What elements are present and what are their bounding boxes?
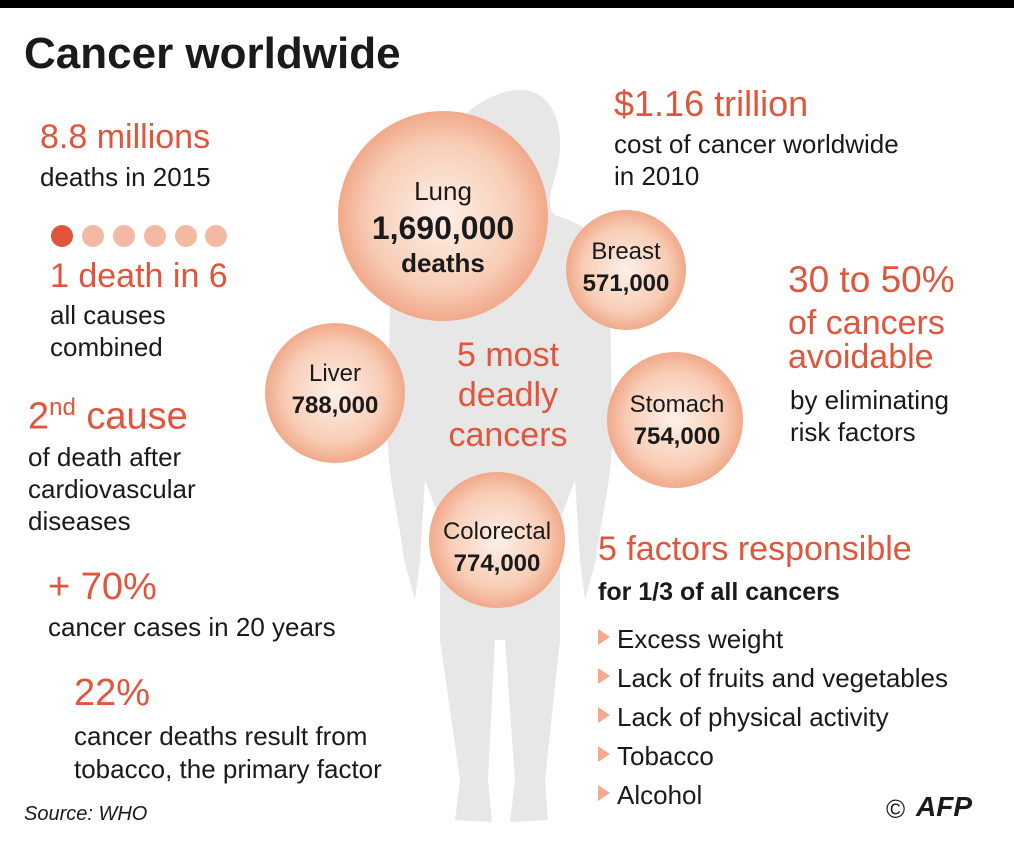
bubble bbox=[265, 323, 405, 463]
stat-text: tobacco, the primary factor bbox=[74, 754, 382, 784]
bubble bbox=[429, 472, 565, 608]
stat-headline: avoidable bbox=[788, 338, 934, 376]
dot bbox=[113, 225, 135, 247]
stat-text: in 2010 bbox=[614, 161, 700, 191]
stat-text: all causes bbox=[50, 300, 166, 330]
bubble bbox=[607, 352, 743, 488]
factor-item: Lack of physical activity bbox=[617, 702, 889, 732]
logo: AFP bbox=[916, 791, 972, 822]
stat-headline: 8.8 millions bbox=[40, 118, 211, 156]
factors-subtitle: for 1/3 of all cancers bbox=[598, 578, 840, 606]
dot bbox=[144, 225, 166, 247]
source: Source: WHO bbox=[24, 803, 148, 825]
cancer-deaths: 754,000 bbox=[633, 423, 721, 450]
stat-text: risk factors bbox=[790, 417, 916, 447]
dot bbox=[51, 225, 73, 247]
factors-headline: 5 factors responsible bbox=[598, 530, 912, 568]
stat-headline: 1 death in 6 bbox=[50, 257, 228, 295]
rank-number: 2 bbox=[28, 395, 50, 438]
copyright: © bbox=[886, 794, 906, 824]
dot bbox=[175, 225, 197, 247]
dot bbox=[205, 225, 227, 247]
factor-item: Excess weight bbox=[617, 624, 784, 654]
factor-item: Tobacco bbox=[617, 741, 714, 771]
dot bbox=[82, 225, 104, 247]
bullets bbox=[598, 629, 610, 801]
stat-text: by eliminating bbox=[790, 385, 949, 415]
cancer-name: Colorectal bbox=[442, 518, 552, 545]
stat-headline: 22% bbox=[74, 672, 151, 714]
deadly-label: 5 most bbox=[456, 336, 560, 374]
rank-headline: cause bbox=[86, 395, 188, 438]
cancer-deaths: 1,690,000 bbox=[371, 210, 515, 246]
stat-headline: $1.16 trillion bbox=[614, 83, 809, 124]
stat-text: diseases bbox=[28, 506, 131, 536]
cancer-deaths: 571,000 bbox=[582, 270, 670, 297]
top-bar bbox=[0, 0, 1014, 8]
stat-headline: + 70% bbox=[48, 566, 157, 608]
cancer-name: Breast bbox=[591, 238, 661, 265]
deadly-label: deadly bbox=[457, 376, 559, 414]
stat-headline: of cancers bbox=[788, 304, 945, 342]
stat-text: cost of cancer worldwide bbox=[614, 129, 899, 159]
cancer-deaths: 788,000 bbox=[291, 392, 379, 419]
deadly-label: cancers bbox=[448, 416, 568, 454]
bubble bbox=[566, 210, 686, 330]
stat-text: combined bbox=[50, 332, 163, 362]
stat-headline: 30 to 50% bbox=[788, 259, 955, 300]
factor-item: Alcohol bbox=[617, 780, 703, 810]
stat-text: of death after bbox=[28, 442, 182, 472]
bubble bbox=[338, 111, 548, 321]
title: Cancer worldwide bbox=[24, 29, 401, 78]
stat-text: cancer deaths result from bbox=[74, 721, 368, 751]
stat-text: deaths in 2015 bbox=[40, 162, 211, 192]
factor-item: Lack of fruits and vegetables bbox=[617, 663, 948, 693]
cancer-deaths: 774,000 bbox=[453, 550, 541, 577]
cancer-name: Lung bbox=[414, 176, 472, 206]
stat-text: cancer cases in 20 years bbox=[48, 612, 336, 642]
cancer-name: Stomach bbox=[629, 391, 725, 418]
rank-suffix: nd bbox=[49, 394, 76, 421]
cancer-unit: deaths bbox=[401, 248, 485, 278]
stat-headline: 2nd cause bbox=[28, 396, 188, 436]
stat-text: cardiovascular bbox=[28, 474, 196, 504]
cancer-name: Liver bbox=[308, 360, 362, 387]
